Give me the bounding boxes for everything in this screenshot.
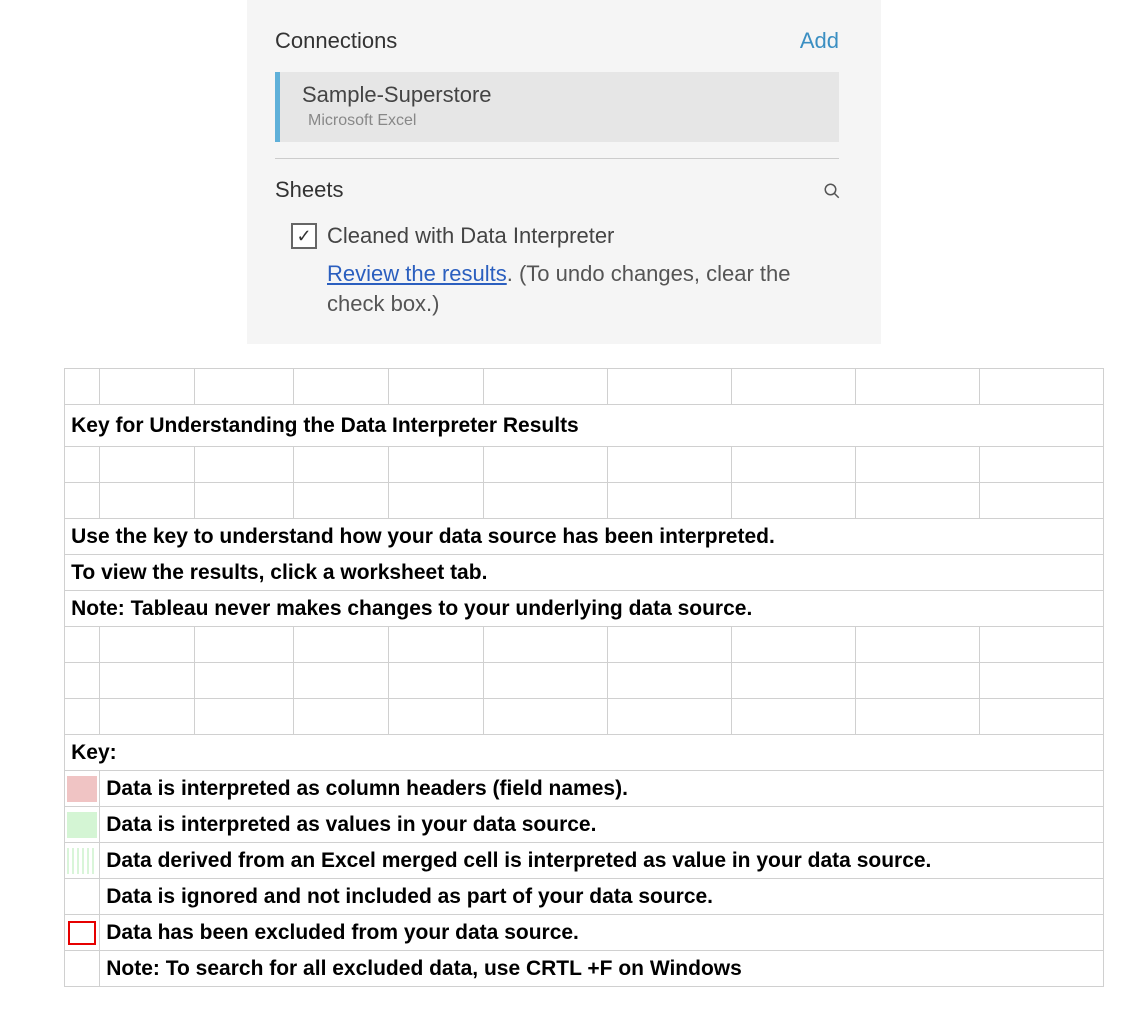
sheets-header: Sheets (275, 177, 839, 203)
add-connection-link[interactable]: Add (800, 28, 839, 54)
search-icon[interactable] (823, 182, 839, 198)
divider (275, 158, 839, 159)
data-interpreter-label: Cleaned with Data Interpreter (327, 223, 614, 249)
swatch-none-2 (65, 951, 100, 987)
key-item-5: Note: To search for all excluded data, u… (100, 951, 1104, 987)
swatch-none (65, 879, 100, 915)
swatch-green (65, 807, 100, 843)
key-title: Key for Understanding the Data Interpret… (65, 405, 1104, 447)
swatch-pink (65, 771, 100, 807)
connections-header: Connections Add (275, 28, 839, 54)
data-interpreter-checkbox-row: ✓ Cleaned with Data Interpreter (291, 223, 839, 249)
key-item-1: Data is interpreted as values in your da… (100, 807, 1104, 843)
key-line1: Use the key to understand how your data … (65, 519, 1104, 555)
key-label: Key: (65, 735, 1104, 771)
sheets-title: Sheets (275, 177, 344, 203)
key-item-2: Data derived from an Excel merged cell i… (100, 843, 1104, 879)
review-results-link[interactable]: Review the results (327, 261, 507, 286)
connection-name: Sample-Superstore (302, 82, 819, 108)
key-line2: To view the results, click a worksheet t… (65, 555, 1104, 591)
key-spreadsheet: Key for Understanding the Data Interpret… (44, 368, 1104, 987)
connection-item[interactable]: Sample-Superstore Microsoft Excel (275, 72, 839, 142)
swatch-pattern (65, 843, 100, 879)
connection-type: Microsoft Excel (308, 112, 819, 130)
key-line3: Note: Tableau never makes changes to you… (65, 591, 1104, 627)
review-results-text: Review the results. (To undo changes, cl… (327, 259, 839, 318)
key-item-4: Data has been excluded from your data so… (100, 915, 1104, 951)
data-interpreter-checkbox[interactable]: ✓ (291, 223, 317, 249)
connections-title: Connections (275, 28, 397, 54)
key-item-3: Data is ignored and not included as part… (100, 879, 1104, 915)
checkmark-icon: ✓ (296, 227, 311, 245)
swatch-redborder (65, 915, 100, 951)
connections-panel: Connections Add Sample-Superstore Micros… (247, 0, 881, 344)
key-item-0: Data is interpreted as column headers (f… (100, 771, 1104, 807)
